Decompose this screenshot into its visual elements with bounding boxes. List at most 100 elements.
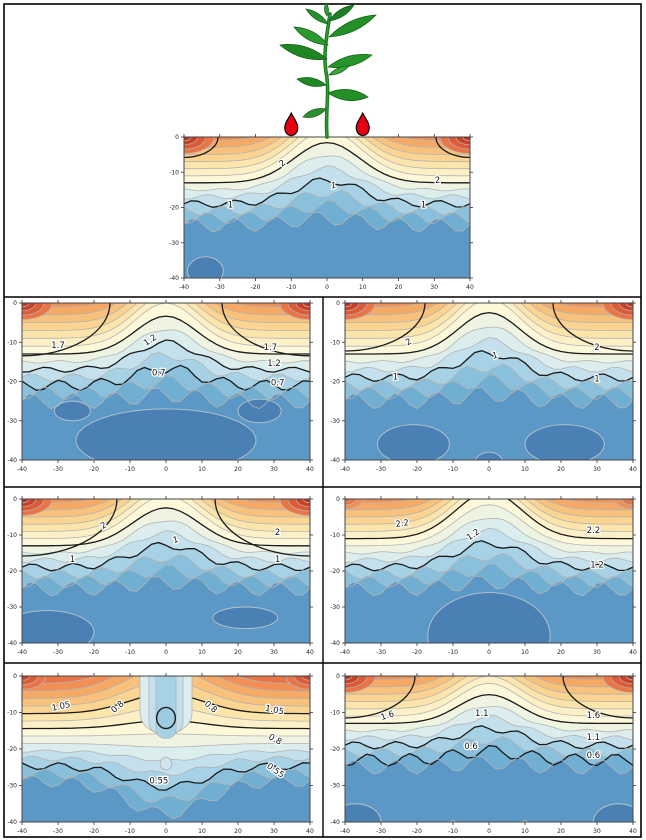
- axes-bottom-left: -40 -30 -20 -10 0 10 20 30 40 0 -10 -20 -30 -40: [7, 673, 314, 835]
- x-tick-label: -40: [17, 649, 27, 656]
- contour-label: 1.7: [264, 343, 278, 353]
- x-tick-label: -10: [448, 649, 458, 656]
- y-tick-label: -30: [7, 783, 17, 790]
- contour-labels-mid-right: 2 211 1: [391, 335, 601, 385]
- plot-area-mid-right: [345, 303, 633, 460]
- contour-label: 1.2: [267, 359, 281, 369]
- y-tick-label: -30: [330, 783, 340, 790]
- drip-emitters: [284, 111, 370, 137]
- x-tick-label: 10: [359, 284, 367, 291]
- plant-leaf: [327, 54, 373, 68]
- x-tick-label: -20: [89, 828, 99, 835]
- y-tick-label: -40: [330, 640, 340, 647]
- contour-label: 1: [421, 201, 426, 211]
- x-tick-label: -20: [412, 828, 422, 835]
- contour-panel-bottom-right: 1.6 1.61.11.10.60.6-40 -30 -20 -10 0 10 20 30 400…: [330, 673, 637, 835]
- contour-label: 1: [330, 181, 337, 192]
- contour-label: 1: [393, 373, 398, 383]
- x-tick-label: -20: [412, 466, 422, 473]
- x-tick-label: -10: [286, 284, 296, 291]
- y-tick-label: -40: [169, 275, 179, 282]
- y-tick-label: -10: [7, 339, 17, 346]
- plant-leaf: [328, 14, 377, 38]
- axes-lower-left: -40 -30 -20 -10 0 10 20 30 40 0 -10 -20 -30 -40: [7, 496, 314, 656]
- plot-area-lower-right: [345, 499, 633, 643]
- plant-leaf: [293, 26, 329, 46]
- x-tick-label: -30: [215, 284, 225, 291]
- y-tick-label: -40: [7, 457, 17, 464]
- x-tick-label: 0: [325, 284, 329, 291]
- contour-label: 0.55: [149, 777, 168, 787]
- contour-label: 1: [171, 535, 180, 546]
- table-borders: [3, 3, 642, 838]
- y-tick-label: -10: [330, 710, 340, 717]
- x-tick-label: -30: [376, 649, 386, 656]
- x-tick-label: 0: [487, 649, 491, 656]
- y-tick-label: -30: [169, 240, 179, 247]
- plot-area-mid-left: [22, 303, 310, 460]
- contour-label: 1: [275, 555, 280, 565]
- contour-label: 2: [434, 176, 440, 186]
- plant-leaf: [327, 89, 369, 101]
- contour-panel-bottom-left: 1.05 1.050.8 0.80.80.550.55-40 -30 -20 -10 0 10…: [7, 673, 314, 835]
- x-tick-label: 40: [466, 284, 474, 291]
- plant-illustration: [279, 2, 377, 139]
- x-tick-label: 0: [164, 466, 168, 473]
- y-tick-label: 0: [13, 300, 17, 307]
- x-tick-label: 20: [557, 466, 565, 473]
- x-tick-label: 30: [270, 466, 278, 473]
- x-tick-label: -40: [340, 828, 350, 835]
- contour-label: 0.6: [587, 751, 601, 761]
- contour-labels-bottom-right: 1.6 1.61.11.10.60.6: [378, 708, 601, 763]
- y-tick-label: -10: [7, 710, 17, 717]
- contour-label: 1.2: [590, 560, 604, 570]
- x-tick-label: 20: [557, 649, 565, 656]
- y-tick-label: -20: [169, 205, 179, 212]
- y-tick-label: -10: [7, 532, 17, 539]
- x-tick-label: -30: [53, 649, 63, 656]
- y-tick-label: 0: [175, 134, 179, 141]
- contour-label: 1.1: [475, 709, 489, 719]
- x-tick-label: -40: [179, 284, 189, 291]
- x-tick-label: 0: [164, 828, 168, 835]
- y-tick-label: 0: [13, 496, 17, 503]
- x-tick-label: 10: [521, 828, 529, 835]
- plant-leaf: [302, 108, 327, 118]
- y-tick-label: 0: [336, 496, 340, 503]
- contour-panel-mid-right: 2 211 1-40 -30 -20 -10 0 10 20 30 400-10-20-30-40: [330, 300, 637, 473]
- x-tick-label: 10: [521, 649, 529, 656]
- x-tick-label: -40: [17, 828, 27, 835]
- y-tick-label: -20: [330, 379, 340, 386]
- plant-stem-highlight: [324, 13, 331, 138]
- contour-label: 1: [228, 201, 233, 211]
- x-tick-label: -30: [376, 828, 386, 835]
- x-tick-label: -30: [53, 828, 63, 835]
- y-tick-label: -10: [330, 339, 340, 346]
- plot-area-top: [184, 137, 470, 278]
- contour-label: 2.2: [395, 518, 410, 530]
- plant-leaf: [279, 44, 328, 60]
- y-tick-label: 0: [336, 673, 340, 680]
- x-tick-label: 40: [629, 828, 637, 835]
- contour-label: 1.7: [51, 341, 65, 351]
- contour-label: 2: [594, 343, 599, 353]
- x-tick-label: -20: [412, 649, 422, 656]
- y-tick-label: 0: [13, 673, 17, 680]
- contour-panel-lower-right: 2.22.21.21.2-40 -30 -20 -10 0 10 20 30 400-10-20…: [330, 496, 637, 656]
- contour-label: 1: [70, 555, 75, 565]
- x-tick-label: -10: [125, 466, 135, 473]
- y-tick-label: -30: [330, 604, 340, 611]
- contour-labels-mid-left: 1.7 1.71.21.20.70.7: [50, 331, 286, 389]
- y-tick-label: -30: [7, 418, 17, 425]
- y-tick-label: -30: [7, 604, 17, 611]
- x-tick-label: 30: [430, 284, 438, 291]
- y-tick-label: -20: [7, 746, 17, 753]
- x-tick-label: 0: [487, 828, 491, 835]
- x-tick-label: 40: [306, 828, 314, 835]
- x-tick-label: -30: [53, 466, 63, 473]
